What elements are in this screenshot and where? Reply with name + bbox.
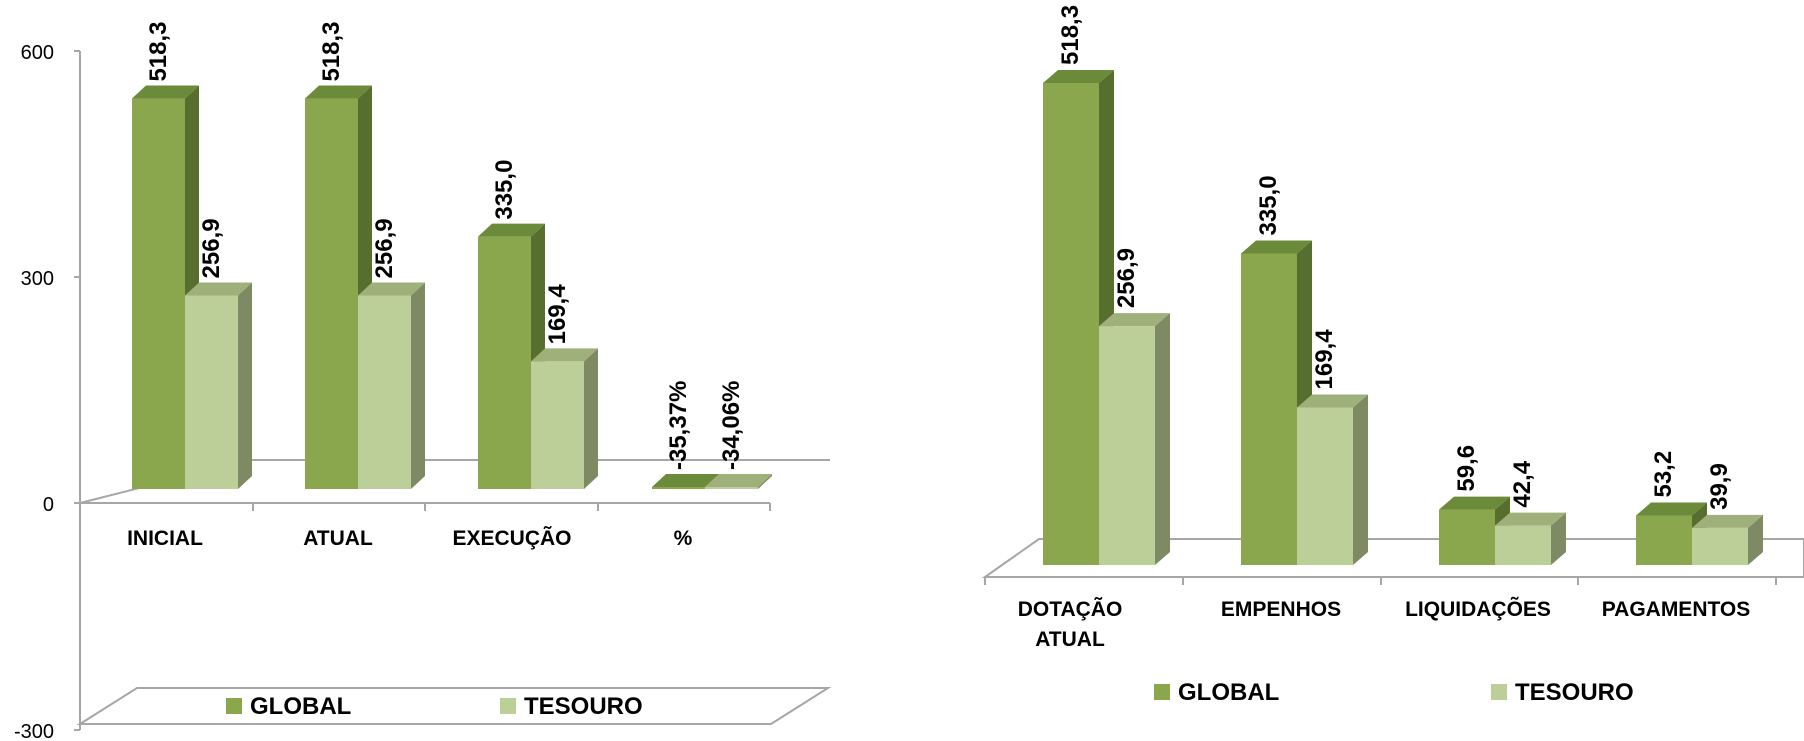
data-label: 335,0	[1255, 175, 1282, 235]
bar-tesouro-2-front	[1495, 525, 1551, 565]
bar-tesouro-3-side	[758, 474, 772, 489]
y-tick-label: 600	[21, 42, 54, 64]
data-label: 518,3	[1057, 5, 1084, 65]
chart-left: 600 300 0 -300 518,3 256,9 INICIAL 518,3 256,9 AT…	[14, 21, 832, 741]
x-tick-label: DOTAÇÃO ATUAL	[1018, 598, 1123, 651]
bar-tesouro-1-front	[1297, 407, 1353, 565]
data-label: -35,37%	[665, 381, 692, 470]
x-tick-label-line: DOTAÇÃO	[1018, 598, 1123, 621]
bar-global-0-front	[1043, 83, 1099, 565]
bar-global-0-front	[132, 98, 185, 489]
bar-tesouro-2-top	[1495, 512, 1566, 526]
data-label: 256,9	[1113, 248, 1140, 308]
x-tick-label-line: ATUAL	[1035, 628, 1105, 651]
data-label: 169,4	[544, 284, 571, 345]
bar-tesouro-0-front	[1099, 326, 1155, 565]
x-tick-label: %	[674, 527, 693, 550]
legend-plate	[76, 687, 832, 725]
bar-tesouro-0-top	[185, 282, 252, 296]
bar-global-1-front	[1241, 253, 1297, 565]
bar-tesouro-3-front	[1692, 527, 1748, 565]
bar-global-3-front	[1636, 515, 1692, 565]
bar-global-2-front	[1439, 509, 1495, 565]
bar-tesouro-2	[1495, 512, 1566, 565]
bar-tesouro-2-side	[1551, 512, 1566, 565]
bar-global-0-top	[1043, 70, 1114, 83]
legend-swatch-global	[226, 698, 242, 714]
bar-global-2-front	[478, 236, 531, 489]
data-label: 42,4	[1509, 460, 1536, 507]
bar-tesouro-3-top	[705, 474, 772, 487]
data-label: 169,4	[1311, 329, 1338, 390]
bar-global-1-top	[1241, 240, 1312, 254]
data-label: -34,06%	[718, 381, 745, 470]
bar-tesouro-1-top	[358, 282, 425, 296]
chart-right: 518,3 256,9 335,0 169,4 59,6 42,4 53,2 39,9 DOTA…	[981, 5, 1804, 706]
data-label: 53,2	[1650, 451, 1677, 498]
data-label: 39,9	[1706, 463, 1733, 510]
bar-tesouro-0-top	[1099, 313, 1170, 327]
bar-tesouro-0-side	[1155, 313, 1170, 565]
legend-label-global: GLOBAL	[250, 693, 351, 720]
legend-label-tesouro: TESOURO	[1515, 679, 1634, 706]
data-label: 59,6	[1453, 445, 1480, 492]
floor-plane	[981, 538, 1804, 578]
legend-swatch-tesouro	[1491, 684, 1507, 700]
bar-global-3-top	[1636, 502, 1707, 516]
y-tick-label: 300	[21, 268, 54, 290]
bar-tesouro-0	[185, 282, 252, 489]
bar-global-2-top	[1439, 496, 1510, 510]
bar-tesouro-1-side	[1353, 394, 1368, 565]
bar-tesouro-0-side	[238, 282, 252, 489]
bar-tesouro-3-top	[1692, 514, 1763, 528]
x-tick-label: INICIAL	[127, 527, 203, 550]
bar-tesouro-2-top	[531, 348, 598, 362]
bar-tesouro-3-side	[1748, 514, 1763, 565]
bar-tesouro-2	[531, 348, 598, 489]
bar-tesouro-1-front	[358, 295, 411, 489]
bar-global-0-top	[132, 85, 199, 99]
x-tick-label: ATUAL	[303, 527, 373, 550]
x-tick-label: EMPENHOS	[1221, 598, 1341, 621]
bar-tesouro-1	[1297, 394, 1368, 565]
y-tick-label: 0	[43, 494, 54, 516]
legend-label-global: GLOBAL	[1178, 679, 1279, 706]
data-label: 518,3	[318, 21, 345, 81]
legend-label-tesouro: TESOURO	[524, 693, 643, 720]
data-label: 335,0	[491, 160, 518, 220]
x-tick-label: EXECUÇÃO	[452, 527, 571, 550]
x-tick-label: PAGAMENTOS	[1602, 598, 1751, 621]
bar-global-2-top	[478, 223, 545, 237]
bar-global-2	[478, 223, 545, 489]
legend-swatch-global	[1154, 684, 1170, 700]
bar-tesouro-0-front	[185, 295, 238, 489]
y-tick-label: -300	[14, 721, 54, 741]
bar-tesouro-1-side	[411, 282, 425, 489]
x-tick-label: LIQUIDAÇÕES	[1405, 597, 1551, 621]
bar-tesouro-2-front	[531, 361, 584, 489]
bar-global-1-top	[305, 85, 372, 99]
bar-tesouro-3	[705, 474, 772, 489]
bar-tesouro-3	[1692, 514, 1763, 565]
bar-tesouro-3-front	[705, 487, 758, 489]
bar-global-3-top	[652, 474, 719, 487]
data-label: 256,9	[198, 218, 225, 278]
bar-global-3-front	[652, 487, 705, 489]
bar-global-1-front	[305, 98, 358, 489]
legend-swatch-tesouro	[500, 698, 516, 714]
bar-tesouro-2-side	[584, 348, 598, 489]
data-label: 518,3	[145, 21, 172, 81]
data-label: 256,9	[371, 218, 398, 278]
bar-tesouro-1	[358, 282, 425, 489]
bar-tesouro-0	[1099, 313, 1170, 565]
bar-tesouro-1-top	[1297, 394, 1368, 408]
